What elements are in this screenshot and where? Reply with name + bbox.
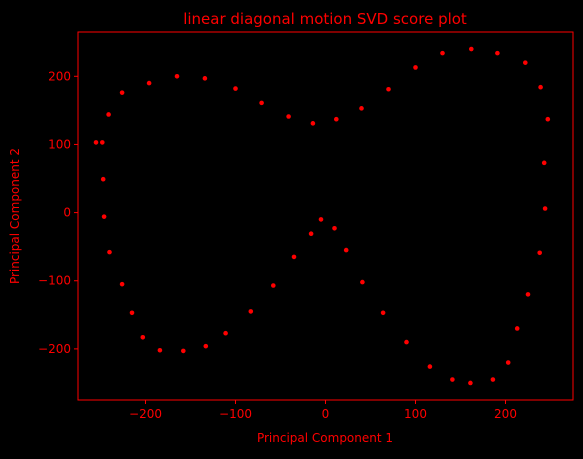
scatter-point — [404, 339, 409, 345]
scatter-point — [106, 112, 111, 117]
scatter-point — [203, 343, 209, 349]
scatter-point — [538, 84, 543, 90]
scatter-point — [469, 46, 474, 52]
scatter-point — [174, 73, 180, 79]
x-tick-label: 200 — [494, 407, 517, 421]
scatter-point — [146, 80, 152, 86]
y-tick-label: −100 — [38, 274, 71, 288]
y-tick-label: 200 — [48, 69, 71, 83]
scatter-point — [541, 160, 547, 166]
scatter-point — [308, 231, 314, 237]
y-tick-label: 0 — [63, 206, 71, 220]
scatter-point — [259, 100, 264, 106]
scatter-point — [359, 106, 364, 111]
scatter-point — [334, 116, 339, 122]
scatter-point — [181, 348, 186, 354]
y-axis-ticks: −200 −100 0 100 200 — [38, 69, 78, 356]
scatter-point — [343, 247, 349, 253]
scatter-point — [332, 225, 337, 231]
scatter-point — [318, 217, 324, 222]
x-tick-label: −200 — [129, 407, 162, 421]
x-axis-label: Principal Component 1 — [257, 431, 393, 445]
scatter-point — [93, 140, 99, 145]
scatter-point — [107, 249, 112, 255]
scatter-point — [505, 360, 511, 365]
x-axis-ticks: −200 −100 0 100 200 — [129, 400, 517, 421]
y-tick-label: −200 — [38, 342, 71, 356]
scatter-point — [157, 347, 163, 353]
scatter-point — [119, 281, 125, 287]
chart-title: linear diagonal motion SVD score plot — [183, 10, 467, 28]
scatter-point — [450, 377, 455, 382]
scatter-point — [386, 86, 391, 92]
x-tick-label: 100 — [404, 407, 427, 421]
scatter-point — [542, 206, 548, 211]
scatter-point — [490, 377, 496, 382]
scatter-point — [119, 90, 125, 95]
scatter-point — [129, 310, 135, 316]
scatter-point — [360, 279, 365, 285]
scatter-point — [427, 364, 433, 369]
scatter-point — [413, 65, 418, 70]
x-tick-label: −100 — [219, 407, 252, 421]
scatter-points — [93, 46, 551, 386]
y-axis-label: Principal Component 2 — [8, 148, 22, 284]
scatter-point — [514, 326, 520, 331]
scatter-point — [223, 330, 228, 336]
scatter-point — [291, 254, 297, 260]
scatter-point — [286, 114, 291, 119]
scatter-point — [140, 335, 146, 340]
scatter-point — [495, 50, 500, 56]
scatter-point — [202, 76, 208, 81]
scatter-point — [440, 50, 445, 56]
scatter-point — [248, 309, 254, 314]
scatter-point — [233, 86, 238, 91]
scatter-point — [537, 250, 542, 256]
scatter-point — [310, 121, 316, 126]
scatter-point — [545, 116, 551, 122]
scatter-point — [525, 292, 531, 297]
scatter-point — [380, 310, 386, 316]
x-tick-label: 0 — [322, 407, 330, 421]
scatter-point — [100, 140, 105, 145]
scatter-point — [100, 176, 106, 182]
scatter-point — [523, 60, 528, 65]
scatter-point — [468, 380, 473, 386]
scatter-point — [271, 283, 276, 288]
scatter-point — [101, 214, 107, 219]
y-tick-label: 100 — [48, 137, 71, 151]
